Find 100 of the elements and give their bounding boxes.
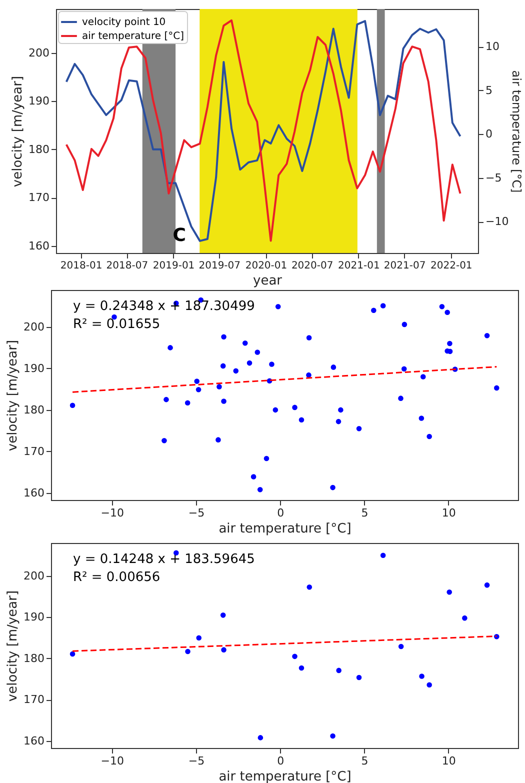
point — [371, 308, 376, 313]
y-tick-label: 190 — [24, 610, 44, 624]
annotation: y = 0.14248 x + 183.59645 — [73, 552, 255, 567]
point — [494, 385, 500, 391]
point — [194, 378, 200, 384]
point — [444, 310, 450, 316]
x-tick-label: 10 — [442, 754, 456, 768]
point — [356, 426, 362, 432]
point — [420, 374, 426, 380]
point — [264, 456, 270, 462]
y2-tick-label: −10 — [486, 215, 509, 228]
point — [298, 417, 304, 423]
point — [168, 345, 173, 350]
point — [292, 654, 298, 660]
point — [338, 407, 344, 413]
point — [494, 634, 500, 640]
point — [306, 584, 312, 590]
x-tick-label: 5 — [361, 506, 368, 520]
point — [258, 735, 264, 740]
x-tick-label: −10 — [100, 754, 124, 768]
y-axis-title: velocity [m/year] — [6, 340, 21, 452]
annotation: R² = 0.01655 — [73, 317, 160, 332]
y-tick-label: 190 — [28, 94, 50, 108]
point — [380, 303, 386, 308]
point — [398, 644, 404, 650]
point — [426, 682, 432, 688]
point — [216, 384, 222, 390]
point — [70, 651, 76, 657]
point — [426, 434, 432, 440]
point — [269, 362, 274, 367]
x-axis-title: air temperature [°C] — [218, 522, 352, 536]
x-axis-title: year — [252, 274, 283, 288]
y-tick-label: 170 — [28, 191, 50, 204]
x-tick-label: 10 — [442, 506, 456, 520]
point — [221, 334, 226, 340]
annotation: R² = 0.00656 — [73, 570, 160, 585]
y2-tick-label: 10 — [486, 40, 500, 54]
x-tick-label: 2022-01 — [430, 260, 472, 272]
x-tick-label: 2020-07 — [291, 260, 334, 272]
point — [220, 612, 226, 618]
y-axis-title: velocity [m/year] — [10, 76, 26, 188]
annotation: C — [172, 225, 186, 246]
y-tick-label: 170 — [24, 444, 44, 458]
point — [220, 363, 226, 369]
y-tick-label: 160 — [28, 239, 50, 252]
point — [275, 304, 281, 310]
y2-axis-title: air temperature [°C] — [510, 70, 524, 193]
point — [292, 404, 298, 410]
y-tick-label: 190 — [24, 362, 44, 375]
x-tick-label: 2018-07 — [106, 260, 148, 272]
point — [356, 674, 362, 680]
point — [221, 647, 226, 652]
point — [447, 340, 452, 346]
point — [196, 635, 202, 641]
point — [418, 416, 424, 421]
y2-tick-label: 0 — [486, 128, 492, 141]
point — [330, 484, 336, 490]
y-tick-label: 200 — [28, 46, 50, 60]
y2-tick-label: −5 — [486, 171, 502, 184]
y-tick-label: 170 — [24, 693, 44, 706]
point — [484, 333, 490, 338]
point — [380, 552, 386, 558]
point — [398, 396, 404, 401]
point — [298, 665, 304, 671]
point — [462, 615, 468, 621]
x-tick-label: 2021-01 — [338, 260, 380, 272]
y-tick-label: 200 — [24, 320, 44, 334]
point — [184, 400, 190, 406]
point — [246, 360, 252, 366]
legend-label: velocity point 10 — [82, 17, 166, 28]
point — [330, 364, 336, 370]
y-tick-label: 160 — [24, 486, 44, 500]
point — [70, 402, 76, 408]
x-tick-label: 5 — [361, 754, 368, 768]
x-tick-label: 2020-01 — [245, 260, 288, 272]
point — [402, 322, 408, 328]
point — [233, 368, 239, 374]
point — [484, 582, 490, 588]
point — [336, 418, 342, 424]
y-tick-label: 180 — [28, 142, 50, 156]
point — [330, 733, 336, 739]
x-tick-label: 2021-07 — [384, 260, 426, 272]
point — [164, 396, 169, 402]
x-axis-title: air temperature [°C] — [218, 770, 352, 783]
x-tick-label: −5 — [188, 754, 205, 768]
point — [221, 398, 226, 404]
point — [162, 438, 167, 444]
x-tick-label: −5 — [188, 506, 205, 520]
point — [257, 486, 263, 492]
point — [216, 437, 221, 442]
point — [254, 350, 260, 355]
x-tick-label: 2019-07 — [198, 260, 241, 272]
x-tick-label: −10 — [100, 506, 124, 520]
y-axis-title: velocity [m/year] — [6, 590, 21, 702]
point — [446, 589, 452, 595]
x-tick-label: 2018-01 — [60, 260, 102, 272]
point — [196, 386, 202, 392]
legend-label: air temperature [°C] — [82, 31, 184, 42]
point — [419, 674, 424, 679]
point — [185, 648, 190, 654]
